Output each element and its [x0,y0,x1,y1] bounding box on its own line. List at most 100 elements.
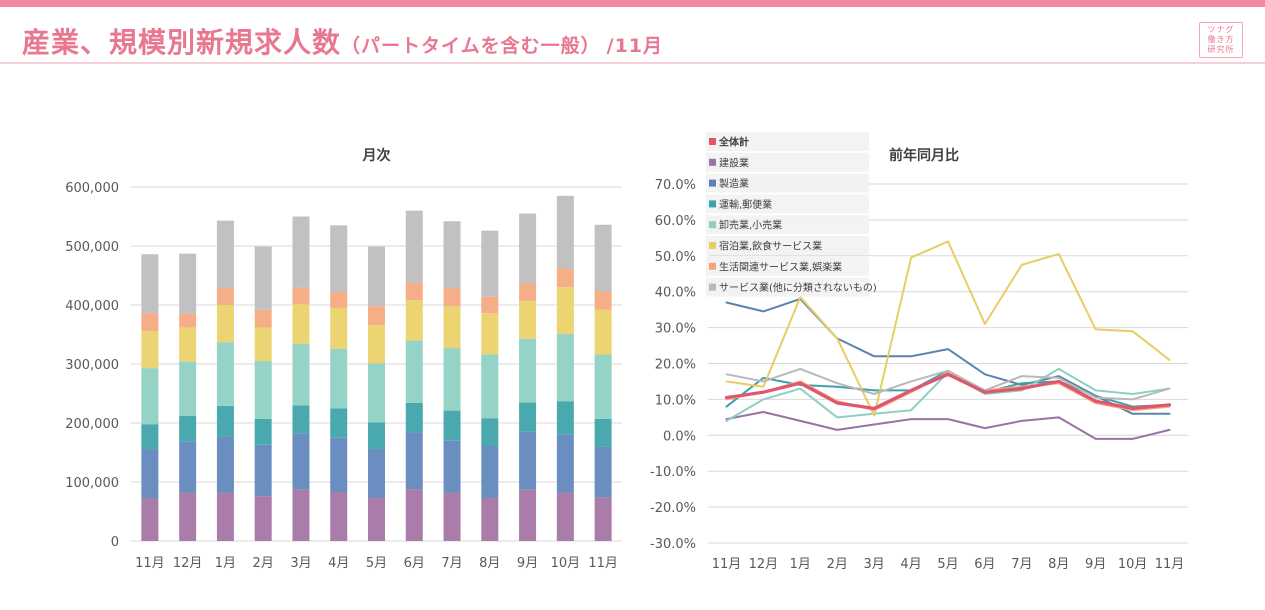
legend-label: 全体計 [718,136,749,149]
bar-segment-4 [254,361,272,419]
bar-y-tick-label: 200,000 [65,417,119,432]
line-y-tick-label: -20.0% [650,501,696,516]
legend-swatch [709,283,716,291]
bar-segment-1 [443,492,461,541]
legend-swatch [709,158,716,166]
bar-y-tick-label: 0 [111,535,119,550]
line-x-tick-label: 5月 [937,557,958,572]
bar-x-tick-label: 1月 [215,556,236,571]
legend-swatch [709,200,716,208]
legend-swatch [709,221,716,229]
bar-y-tick-label: 100,000 [65,476,119,491]
bar-segment-6 [292,287,310,305]
bar-y-tick-label: 300,000 [65,358,119,373]
bar-segment-1 [594,497,612,541]
bar-segment-2 [292,433,310,490]
line-x-tick-label: 2月 [827,557,848,572]
bar-segment-4 [556,333,574,402]
bar-segment-5 [141,330,159,369]
logo-line-2: 働き方 [1207,35,1235,44]
brand-logo: ツナグ 働き方 研究所 [1199,22,1243,58]
bar-x-tick-label: 11月 [135,556,165,571]
bar-segment-7 [405,210,423,283]
legend-label: サービス業(他に分類されないもの) [719,281,877,294]
series-line-7 [725,371,1171,412]
bar-segment-3 [254,418,272,445]
page-title-main: 産業、規模別新規求人数 [22,26,342,59]
bar-segment-6 [141,313,159,331]
line-x-tick-label: 6月 [974,557,995,572]
bar-segment-7 [179,253,197,314]
page-title-month: /11月 [606,35,664,57]
bar-segment-5 [443,306,461,349]
bar-segment-7 [216,220,234,289]
legend-entry-bg [706,236,869,255]
bar-segment-4 [368,363,385,423]
bar-segment-1 [519,489,537,541]
bar-segment-1 [330,492,348,541]
logo-line-1: ツナグ [1207,25,1235,34]
legend-label: 宿泊業,飲食サービス業 [719,240,822,253]
bar-segment-1 [216,492,234,541]
bar-segment-2 [443,440,461,493]
legend-entry-bg [706,215,869,235]
bar-x-tick-label: 3月 [290,556,311,571]
bar-segment-2 [179,441,197,493]
bar-segment-2 [481,446,499,498]
bar-segment-2 [141,449,159,499]
bar-segment-7 [330,225,348,293]
legend-label: 運輸,郵便業 [719,198,772,211]
bar-segment-2 [330,437,348,493]
bar-segment-7 [519,213,537,284]
bar-segment-6 [556,268,574,288]
line-y-tick-label: 30.0% [655,322,696,337]
line-x-tick-label: 10月 [1118,557,1148,572]
legend-swatch [709,138,716,145]
line-x-tick-label: 1月 [790,557,811,572]
legend-label: 卸売業,小売業 [719,219,782,232]
bar-segment-6 [368,306,385,326]
legend-swatch [709,179,716,187]
bar-segment-6 [330,292,348,308]
line-x-tick-label: 8月 [1048,557,1069,572]
bar-segment-3 [216,405,234,437]
bar-segment-5 [179,327,197,362]
line-y-tick-label: 0.0% [663,429,696,444]
line-x-tick-label: 11月 [712,557,742,572]
bar-segment-5 [594,309,612,355]
bar-segment-4 [405,340,423,403]
legend-entry-bg [706,194,869,214]
bar-segment-1 [254,496,272,541]
line-y-tick-label: 10.0% [655,393,696,408]
bar-segment-4 [292,343,310,406]
line-chart-title: 前年同月比 [889,147,959,164]
bar-segment-5 [292,304,310,344]
bar-segment-1 [556,492,574,541]
bar-segment-4 [594,354,612,419]
bar-x-tick-label: 2月 [253,556,274,571]
bar-x-tick-label: 4月 [328,556,349,571]
bar-segment-7 [292,216,310,288]
series-line-1 [724,372,1172,410]
bar-y-tick-label: 400,000 [65,299,119,314]
bar-segment-2 [254,444,272,497]
line-x-tick-label: 11月 [1155,557,1185,572]
line-y-tick-label: 20.0% [655,358,696,373]
bar-segment-2 [405,432,423,490]
line-x-tick-label: 12月 [749,557,779,572]
bar-segment-3 [292,405,310,434]
bar-segment-3 [594,418,612,447]
line-y-tick-label: 70.0% [655,178,696,193]
logo-line-3: 研究所 [1207,45,1235,54]
bar-segment-7 [556,195,574,269]
bar-segment-7 [254,246,272,310]
bar-x-tick-label: 8月 [479,556,500,571]
legend-entry-bg [706,132,869,151]
page-header: 産業、規模別新規求人数（パートタイムを含む一般）/11月 ツナグ 働き方 研究所 [0,7,1265,67]
bar-y-tick-label: 500,000 [65,240,119,255]
bar-chart-title: 月次 [362,147,391,164]
bar-segment-4 [141,368,159,425]
legend-label: 生活関連サービス業,娯楽業 [719,260,842,273]
line-x-tick-label: 4月 [900,557,921,572]
series-line-8 [725,367,1171,401]
